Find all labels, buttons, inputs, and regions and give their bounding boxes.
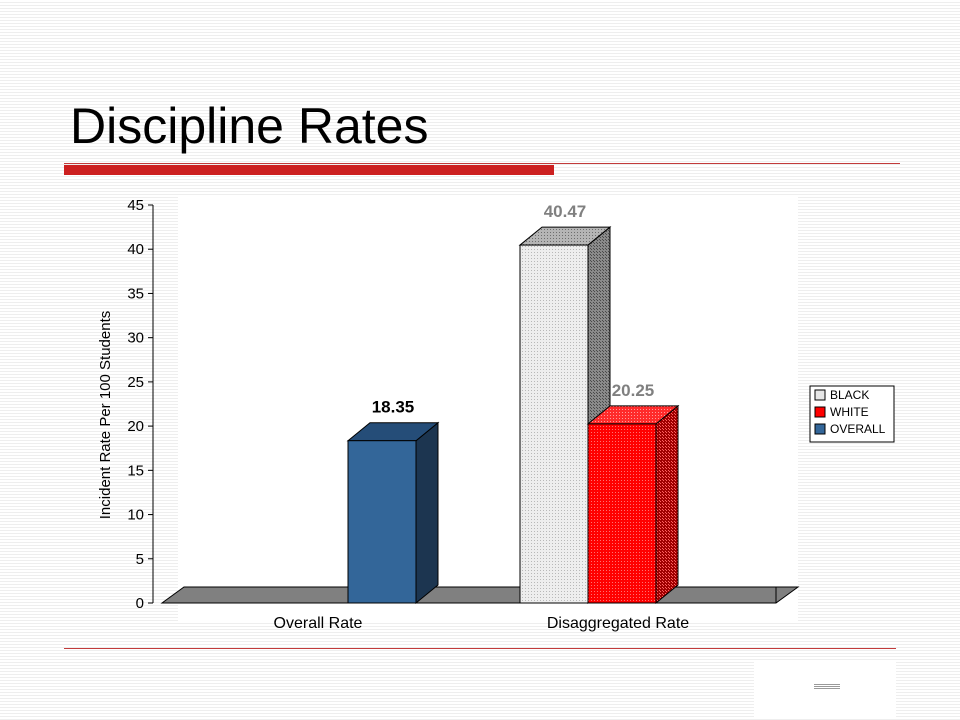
y-tick-label: 30 [127, 330, 144, 347]
bar-white [587, 423, 657, 604]
y-tick-label: 20 [127, 418, 144, 435]
legend-label-black: BLACK [830, 388, 869, 402]
y-tick-label: 5 [136, 551, 144, 568]
slide-title: Discipline Rates [70, 98, 429, 154]
y-tick-label: 15 [127, 462, 144, 479]
y-tick-label: 40 [127, 241, 144, 258]
legend-label-white: WHITE [830, 405, 869, 419]
corner-logo-mark [814, 684, 840, 690]
data-label-overall: 18.35 [372, 398, 415, 417]
data-label-white: 20.25 [612, 381, 655, 400]
bar-black [519, 244, 589, 604]
plot-area-background [178, 196, 798, 621]
legend-swatch-overall [814, 423, 826, 435]
title-underline-thick [64, 165, 554, 175]
y-tick-label: 0 [136, 595, 144, 612]
x-category-label: Disaggregated Rate [547, 615, 689, 632]
legend-swatch-white [814, 406, 826, 418]
y-tick-label: 35 [127, 285, 144, 302]
y-tick-label: 25 [127, 374, 144, 391]
y-tick-label: 10 [127, 507, 144, 524]
y-axis-title: Incident Rate Per 100 Students [97, 311, 114, 519]
x-category-label: Overall Rate [274, 615, 363, 632]
legend: BLACK WHITE OVERALL [809, 385, 895, 443]
data-label-black: 40.47 [544, 202, 587, 221]
bar-overall-side [415, 421, 439, 605]
bar-overall [347, 440, 417, 604]
chart-floor [160, 586, 800, 604]
title-underline-thin [64, 163, 900, 164]
footer-rule [64, 648, 896, 649]
bar-white-side [655, 404, 679, 605]
y-tick-label: 45 [127, 197, 144, 214]
legend-label-overall: OVERALL [830, 422, 886, 436]
legend-swatch-black [814, 389, 826, 401]
